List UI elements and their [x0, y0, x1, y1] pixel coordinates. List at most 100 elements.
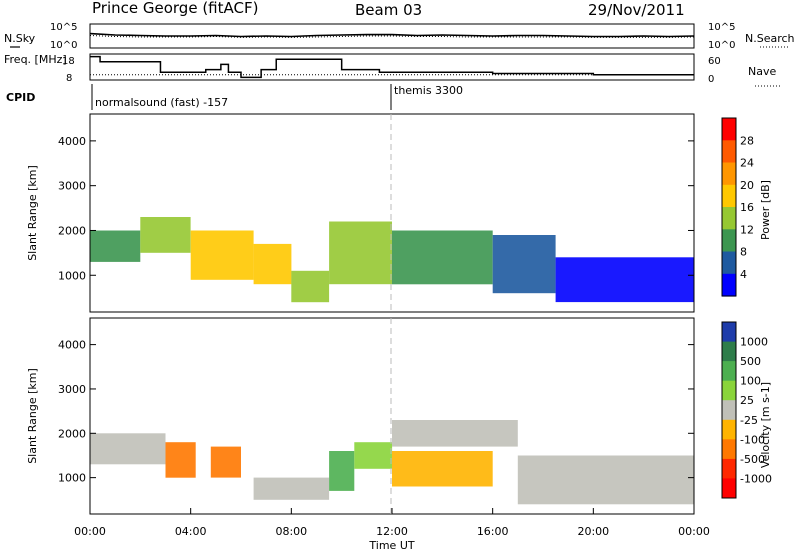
- heat-region: [392, 451, 493, 487]
- cpid-label: CPID: [6, 91, 35, 104]
- noise-series-line: [89, 32, 695, 38]
- y-tick-label: 1000: [58, 269, 86, 282]
- colorbar-tick-label: -1000: [740, 472, 772, 485]
- heat-region: [392, 420, 518, 447]
- heat-region: [517, 455, 694, 505]
- y-tick-label: 4000: [58, 135, 86, 148]
- cpid-panel: CPID normalsound (fast) -157 themis 3300: [6, 84, 463, 110]
- colorbar-tick-label: 25: [740, 394, 754, 407]
- power-frame: [89, 113, 695, 313]
- freq-right-tick-1: 0: [708, 74, 714, 85]
- x-tick-label: 08:00: [275, 525, 307, 538]
- power-cells: [90, 217, 694, 303]
- colorbar-segment: [722, 400, 736, 421]
- freq-left-label: Freq. [MHz]: [4, 53, 67, 66]
- power-colorbar: 28 24 20 16 12 8 4: [721, 117, 754, 297]
- heat-region: [253, 477, 330, 500]
- velocity-yticks: 4000 3000 2000 1000: [58, 339, 694, 485]
- colorbar-segment: [722, 478, 736, 499]
- power-ylabel: Slant Range [km]: [26, 165, 39, 261]
- colorbar-segment: [722, 458, 736, 479]
- velocity-cbar-label: Velocity [m s-1]: [759, 382, 772, 468]
- freq-series-line: [90, 55, 694, 79]
- heat-region: [329, 221, 392, 285]
- colorbar-tick-label: 20: [740, 179, 754, 192]
- noise-series: [89, 32, 695, 38]
- x-tick-label: 00:00: [678, 525, 710, 538]
- velocity-panel: Slant Range [km] 4000 3000 2000 1000 1000 50…: [26, 317, 772, 552]
- colorbar-tick-label: 500: [740, 355, 761, 368]
- noise-right-tick-1: 10^0: [708, 40, 735, 51]
- heat-region: [253, 243, 292, 285]
- velocity-colorbar: 1000 500 100 25 -25 -100 -500 -1000: [721, 321, 772, 499]
- colorbar-segment: [722, 140, 736, 164]
- power-cbar-label: Power [dB]: [759, 180, 772, 240]
- freq-series: [90, 55, 694, 79]
- cpid-entry-1: themis 3300: [394, 84, 463, 97]
- colorbar-tick-label: 24: [740, 157, 754, 170]
- y-tick-label: 1000: [58, 472, 86, 485]
- power-yticks: 4000 3000 2000 1000: [58, 135, 694, 282]
- colorbar-tick-label: 100: [740, 375, 761, 388]
- x-tick-label: 16:00: [477, 525, 509, 538]
- colorbar-segment: [722, 162, 736, 186]
- y-tick-label: 3000: [58, 383, 86, 396]
- power-panel: Slant Range [km] 4000 3000 2000 1000 28 24 20…: [26, 113, 772, 313]
- cpid-entry-0: normalsound (fast) -157: [95, 96, 228, 109]
- freq-frame: [89, 53, 695, 81]
- x-tick-label: 20:00: [577, 525, 609, 538]
- noise-panel: N.Sky 10^5 10^0 10^5 10^0 N.Search: [4, 22, 795, 51]
- colorbar-tick-label: 16: [740, 201, 754, 214]
- y-tick-label: 2000: [58, 427, 86, 440]
- noise-right-label: N.Search: [745, 32, 795, 45]
- y-tick-label: 4000: [58, 339, 86, 352]
- colorbar-segment: [722, 341, 736, 362]
- heat-region: [165, 442, 196, 478]
- x-axis-label: Time UT: [368, 539, 414, 552]
- freq-left-tick-0: 18: [62, 56, 75, 67]
- colorbar-segment: [722, 207, 736, 230]
- colorbar-tick-label: 4: [740, 268, 747, 281]
- heat-region: [140, 217, 191, 253]
- heat-region: [210, 446, 241, 478]
- x-tick-label: 12:00: [376, 525, 408, 538]
- velocity-ylabel: Slant Range [km]: [26, 368, 39, 464]
- colorbar-tick-label: 12: [740, 223, 754, 236]
- x-tick-label: 04:00: [175, 525, 207, 538]
- noise-left-tick-1: 10^0: [50, 40, 77, 51]
- colorbar-segment: [722, 380, 736, 401]
- colorbar-tick-label: -25: [740, 414, 758, 427]
- colorbar-tick-label: 1000: [740, 336, 768, 349]
- colorbar-tick-label: 28: [740, 134, 754, 147]
- heat-region: [354, 442, 393, 469]
- heat-region: [90, 433, 166, 465]
- freq-panel: Freq. [MHz] 18 8 60 0 Nave: [4, 53, 780, 87]
- colorbar-segment: [722, 251, 736, 275]
- date-title: 29/Nov/2011: [588, 1, 685, 19]
- colorbar-segment: [722, 322, 736, 343]
- x-tick-label: 00:00: [74, 525, 106, 538]
- y-tick-label: 3000: [58, 180, 86, 193]
- y-tick-label: 2000: [58, 224, 86, 237]
- colorbar-tick-label: 8: [740, 246, 747, 259]
- colorbar-tick-label: -100: [740, 433, 765, 446]
- heat-region: [329, 451, 355, 491]
- heat-region: [492, 235, 556, 294]
- beam-title: Beam 03: [355, 1, 422, 19]
- colorbar-segment: [722, 419, 736, 440]
- heat-region: [90, 230, 141, 262]
- freq-right-label: Nave: [748, 65, 776, 78]
- x-ticks: 00:00 04:00 08:00 12:00 16:00 20:00 00:00: [74, 508, 710, 538]
- colorbar-segment: [722, 439, 736, 460]
- noise-right-tick-0: 10^5: [708, 22, 735, 33]
- noise-left-label: N.Sky: [4, 32, 36, 45]
- colorbar-segment: [722, 361, 736, 382]
- colorbar-frame: [721, 321, 737, 499]
- velocity-cells: [90, 420, 694, 505]
- noise-left-tick-0: 10^5: [50, 22, 77, 33]
- colorbar-segment: [722, 184, 736, 208]
- colorbar-segment: [722, 118, 736, 141]
- freq-right-tick-0: 60: [708, 56, 721, 67]
- freq-left-tick-1: 8: [66, 73, 72, 84]
